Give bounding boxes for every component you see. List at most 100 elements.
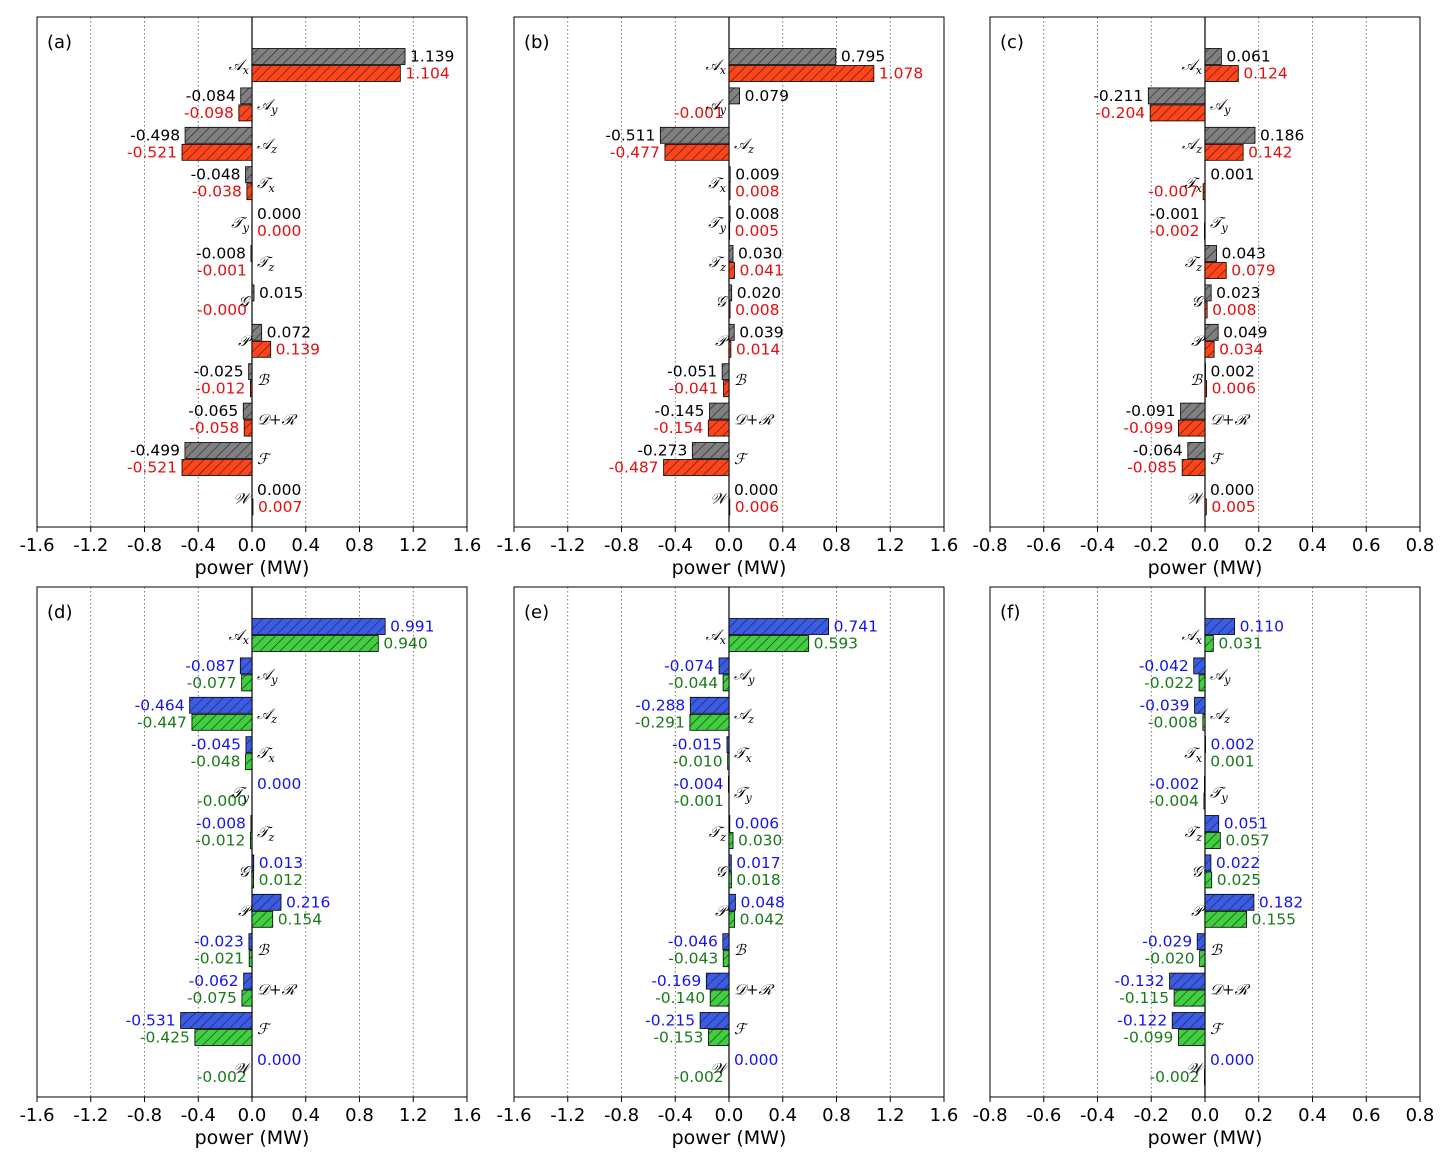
bar-A_z-series1 bbox=[689, 696, 730, 714]
value-label: 0.110 bbox=[1240, 618, 1284, 636]
value-label: -0.140 bbox=[655, 989, 705, 1007]
bar-T_x-series2 bbox=[727, 753, 730, 771]
tick-label: 0.0 bbox=[238, 535, 267, 556]
bar-B-series2 bbox=[1199, 950, 1206, 968]
tick-label: 1.2 bbox=[876, 1105, 905, 1126]
bar-D+R-series2 bbox=[1173, 989, 1206, 1007]
value-label: 0.008 bbox=[735, 205, 779, 223]
tick-label: -0.4 bbox=[658, 1105, 693, 1126]
value-label: 0.000 bbox=[257, 222, 301, 240]
value-label: 1.104 bbox=[405, 65, 449, 83]
bar-A_x-series1 bbox=[728, 618, 829, 635]
value-label: -0.023 bbox=[194, 933, 244, 951]
value-label: 0.030 bbox=[738, 245, 782, 263]
value-label: -0.075 bbox=[187, 989, 237, 1007]
category-label: 𝒫 bbox=[1191, 332, 1206, 350]
bar-G-series2 bbox=[1204, 301, 1208, 319]
bar-T_z-series1 bbox=[728, 245, 734, 262]
bar-T_x-series2 bbox=[1202, 183, 1206, 201]
value-label: 0.034 bbox=[1219, 340, 1263, 358]
bar-D+R-series2 bbox=[707, 419, 730, 437]
value-label: 0.006 bbox=[735, 498, 779, 516]
value-label: -0.211 bbox=[1093, 87, 1143, 105]
value-label: -0.022 bbox=[1144, 674, 1194, 692]
bar-F-series2 bbox=[708, 1029, 730, 1046]
bar-D+R-series1 bbox=[1169, 972, 1206, 990]
value-label: -0.099 bbox=[1123, 419, 1173, 437]
bar-D+R-series1 bbox=[709, 402, 730, 420]
category-label: 𝒜y bbox=[734, 665, 755, 686]
bar-A_y-series1 bbox=[240, 87, 253, 105]
value-label: -0.042 bbox=[1139, 657, 1189, 675]
tick-label: 0.6 bbox=[1352, 1105, 1381, 1126]
value-label: -0.077 bbox=[187, 674, 237, 692]
tick-label: 0.6 bbox=[1352, 535, 1381, 556]
value-label: 0.216 bbox=[286, 893, 330, 911]
panel-label: (b) bbox=[524, 32, 549, 53]
bar-T_y-series1 bbox=[728, 775, 730, 793]
bar-T_z-series1 bbox=[728, 815, 731, 832]
value-label: 0.007 bbox=[258, 498, 302, 516]
tick-label: 0.8 bbox=[345, 1105, 374, 1126]
value-label: -0.038 bbox=[192, 183, 242, 201]
bar-A_z-series2 bbox=[1204, 143, 1244, 161]
tick-label: -0.4 bbox=[1080, 535, 1115, 556]
value-label: -0.004 bbox=[1149, 792, 1199, 810]
value-label: -0.007 bbox=[1148, 183, 1198, 201]
tick-label: -1.6 bbox=[496, 1105, 531, 1126]
tick-label: 1.2 bbox=[876, 535, 905, 556]
value-label: 0.043 bbox=[1222, 245, 1266, 263]
tick-label: 0.0 bbox=[1191, 535, 1220, 556]
bar-T_z-series1 bbox=[250, 245, 253, 262]
bar-D+R-series2 bbox=[243, 419, 253, 437]
value-label: 0.015 bbox=[259, 284, 303, 302]
category-label: 𝒢 bbox=[238, 862, 251, 880]
value-label: 0.124 bbox=[1243, 65, 1287, 83]
category-label: 𝒢 bbox=[238, 292, 251, 310]
bar-T_x-series1 bbox=[245, 166, 253, 184]
category-label: ℬ bbox=[257, 941, 270, 959]
category-label: 𝒟+ℛ bbox=[1210, 411, 1252, 429]
value-label: 0.057 bbox=[1225, 832, 1269, 850]
tick-label: 0.8 bbox=[822, 1105, 851, 1126]
category-label: 𝒜z bbox=[734, 135, 754, 156]
bar-A_y-series1 bbox=[1147, 87, 1206, 105]
tick-label: 0.0 bbox=[1191, 1105, 1220, 1126]
value-label: 0.025 bbox=[1217, 871, 1261, 889]
bar-T_z-series2 bbox=[728, 262, 735, 279]
bar-W-series2 bbox=[728, 498, 731, 516]
category-label: 𝒜y bbox=[1210, 95, 1231, 116]
value-label: 0.593 bbox=[814, 635, 858, 653]
value-label: -0.020 bbox=[1145, 950, 1195, 968]
value-label: -0.085 bbox=[1127, 459, 1177, 477]
value-label: -0.153 bbox=[653, 1029, 703, 1047]
bar-W-series2 bbox=[251, 498, 254, 516]
bar-G-series1 bbox=[251, 854, 255, 872]
bar-A_x-series2 bbox=[728, 65, 875, 82]
value-label: -0.099 bbox=[1123, 1029, 1173, 1047]
value-label: 0.072 bbox=[267, 323, 311, 341]
value-label: -0.001 bbox=[674, 792, 724, 810]
category-label: 𝒯z bbox=[257, 823, 275, 844]
category-label: 𝒯z bbox=[257, 253, 275, 274]
value-label: 0.017 bbox=[736, 854, 780, 872]
bar-A_x-series2 bbox=[251, 635, 379, 652]
tick-label: -0.4 bbox=[181, 535, 216, 556]
category-label: ℬ bbox=[257, 371, 270, 389]
bar-B-series2 bbox=[1204, 380, 1208, 398]
x-axis-title: power (MW) bbox=[1148, 1127, 1263, 1149]
category-label: ℱ bbox=[734, 1020, 749, 1038]
category-label: 𝒜z bbox=[257, 135, 277, 156]
tick-label: -0.8 bbox=[604, 535, 639, 556]
bar-A_y-series2 bbox=[722, 674, 730, 692]
value-label: -0.499 bbox=[130, 442, 180, 460]
value-label: -0.008 bbox=[196, 815, 246, 833]
value-label: 0.155 bbox=[1252, 910, 1296, 928]
tick-label: -1.2 bbox=[73, 535, 108, 556]
category-label: 𝒯z bbox=[1185, 823, 1203, 844]
bar-P-series2 bbox=[251, 910, 274, 928]
bar-B-series2 bbox=[249, 380, 253, 398]
category-label: 𝒲 bbox=[1186, 1059, 1205, 1077]
tick-label: 0.4 bbox=[1298, 1105, 1327, 1126]
tick-label: 0.4 bbox=[291, 1105, 320, 1126]
